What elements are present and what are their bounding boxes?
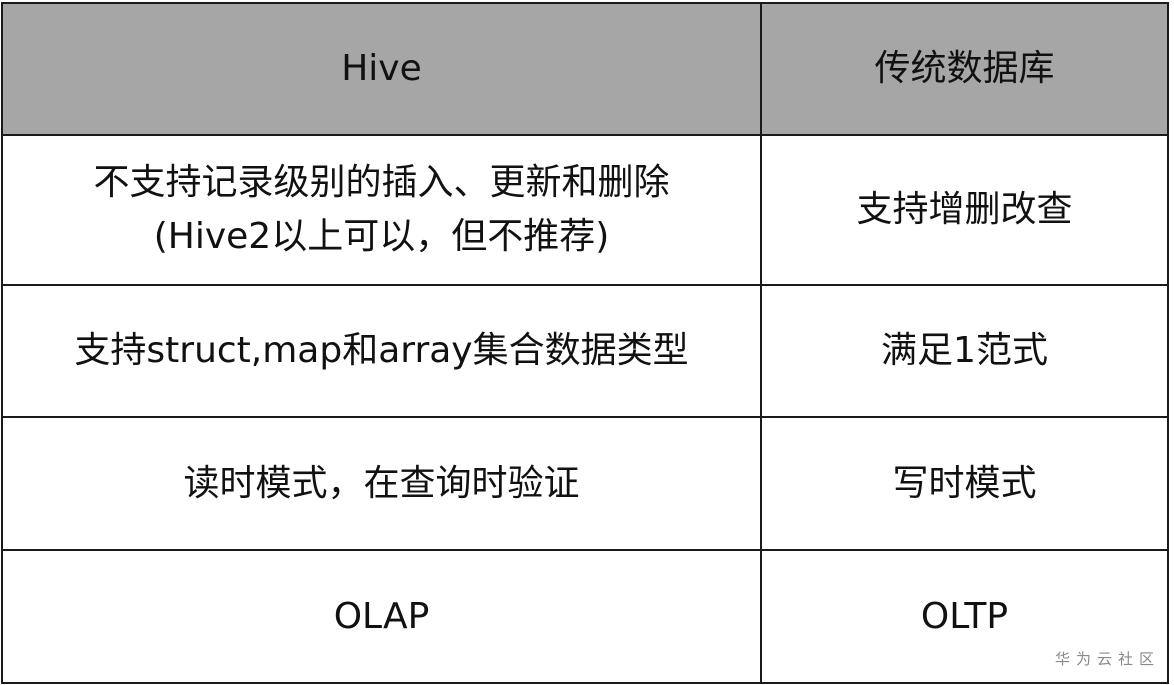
cell-traditional: OLTP bbox=[760, 549, 1169, 684]
table-row: 读时模式，在查询时验证 写时模式 bbox=[1, 416, 1169, 551]
cell-traditional: 写时模式 bbox=[760, 416, 1169, 551]
cell-traditional: 支持增删改查 bbox=[760, 134, 1169, 286]
cell-hive: 读时模式，在查询时验证 bbox=[1, 416, 762, 551]
header-hive: Hive bbox=[1, 2, 762, 136]
table-row: 不支持记录级别的插入、更新和删除 (Hive2以上可以，但不推荐) 支持增删改查 bbox=[1, 134, 1169, 286]
table-row: OLAP OLTP bbox=[1, 549, 1169, 684]
cell-hive: 不支持记录级别的插入、更新和删除 (Hive2以上可以，但不推荐) bbox=[1, 134, 762, 286]
cell-line: 不支持记录级别的插入、更新和删除 bbox=[93, 162, 670, 203]
cell-traditional: 满足1范式 bbox=[760, 284, 1169, 418]
header-row: Hive 传统数据库 bbox=[1, 2, 1169, 136]
cell-hive: 支持struct,map和array集合数据类型 bbox=[1, 284, 762, 418]
cell-line: (Hive2以上可以，但不推荐) bbox=[153, 216, 610, 257]
cell-hive: OLAP bbox=[1, 549, 762, 684]
table-row: 支持struct,map和array集合数据类型 满足1范式 bbox=[1, 284, 1169, 418]
watermark: 华为云社区 bbox=[1054, 650, 1160, 668]
header-traditional-db: 传统数据库 bbox=[760, 2, 1169, 136]
